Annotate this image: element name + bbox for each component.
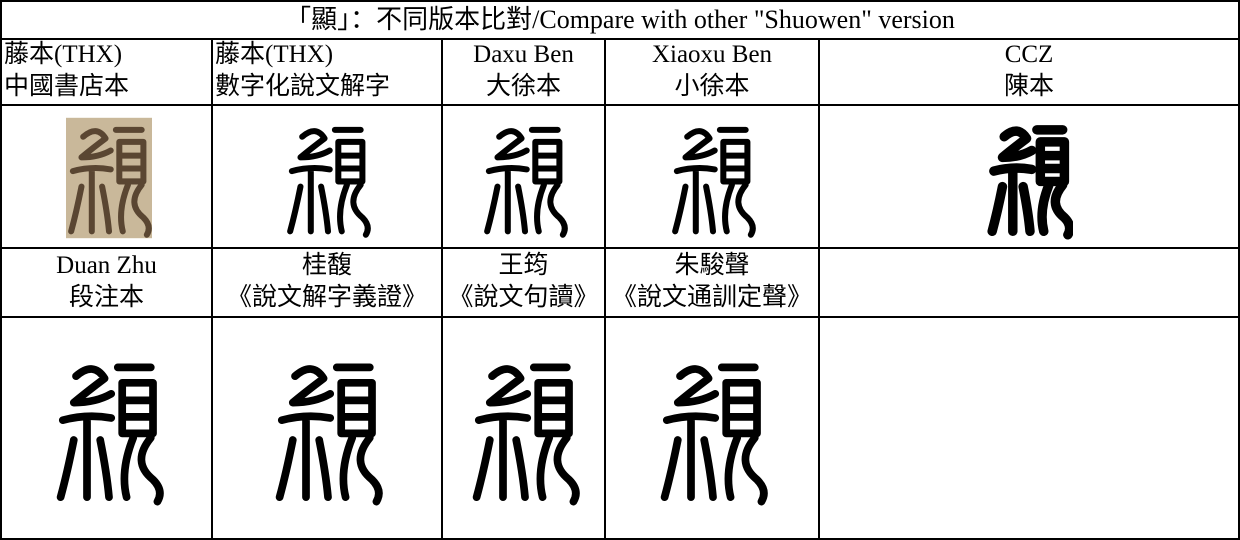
image-cell: [820, 106, 1240, 249]
header-cell: Daxu Ben 大徐本: [443, 38, 606, 106]
header-cell: 朱駿聲《說文通訓定聲》: [606, 249, 820, 318]
header-line: 段注本: [68, 284, 144, 311]
header-line: 《說文解字義證》: [226, 284, 427, 311]
header-line: 桂馥: [301, 252, 352, 279]
image-cell: [443, 106, 606, 249]
seal-script-glyph: [287, 126, 371, 238]
seal-script-glyph: [483, 126, 568, 238]
seal-script-glyph: [672, 126, 756, 238]
image-cell: [443, 318, 606, 540]
header-line: CCZ: [1004, 41, 1054, 68]
image-cell: [0, 318, 213, 540]
header-line: Daxu Ben: [473, 41, 574, 68]
header-cell: Xiaoxu Ben 小徐本: [606, 38, 820, 106]
seal-script-glyph: [987, 124, 1073, 239]
seal-script-glyph: [275, 363, 383, 506]
header-line: 中國書店本: [4, 73, 130, 100]
header-line: 大徐本: [485, 73, 561, 100]
seal-script-glyph: [56, 363, 164, 506]
image-cell: [213, 318, 443, 540]
header-cell: 桂馥《說文解字義證》: [213, 249, 443, 318]
image-cell: [606, 318, 820, 540]
header-line: 數字化說文解字: [215, 73, 391, 100]
header-line: 藤本(THX): [215, 41, 334, 68]
image-cell: [213, 106, 443, 249]
header-line: 《說文通訓定聲》: [611, 284, 812, 311]
header-cell: Duan Zhu 段注本: [0, 249, 213, 318]
header-line: Duan Zhu: [56, 252, 157, 279]
header-line: 陳本: [1003, 73, 1054, 100]
header-line: 藤本(THX): [4, 41, 123, 68]
header-cell: 王筠 《說文句讀》: [443, 249, 606, 318]
header-line: Xiaoxu Ben: [651, 41, 773, 68]
seal-script-glyph: [660, 363, 768, 506]
header-cell: 藤本(THX) 數字化說文解字: [213, 38, 443, 106]
header-cell: CCZ 陳本: [820, 38, 1240, 106]
image-cell: [606, 106, 820, 249]
header-line: 小徐本: [674, 73, 750, 100]
image-cell: [820, 318, 1240, 540]
image-cell: [0, 106, 213, 249]
header-line: 朱駿聲: [674, 252, 750, 279]
seal-script-glyph: [65, 117, 152, 238]
header-cell: 藤本(THX) 中國書店本: [0, 38, 213, 106]
header-line: 王筠: [498, 252, 549, 279]
header-line: 《說文句讀》: [448, 284, 599, 311]
table-title: 「顯」：不同版本比對/Compare with other "Shuowen" …: [0, 0, 1240, 40]
header-cell: [820, 249, 1240, 318]
seal-script-glyph: [472, 363, 580, 506]
